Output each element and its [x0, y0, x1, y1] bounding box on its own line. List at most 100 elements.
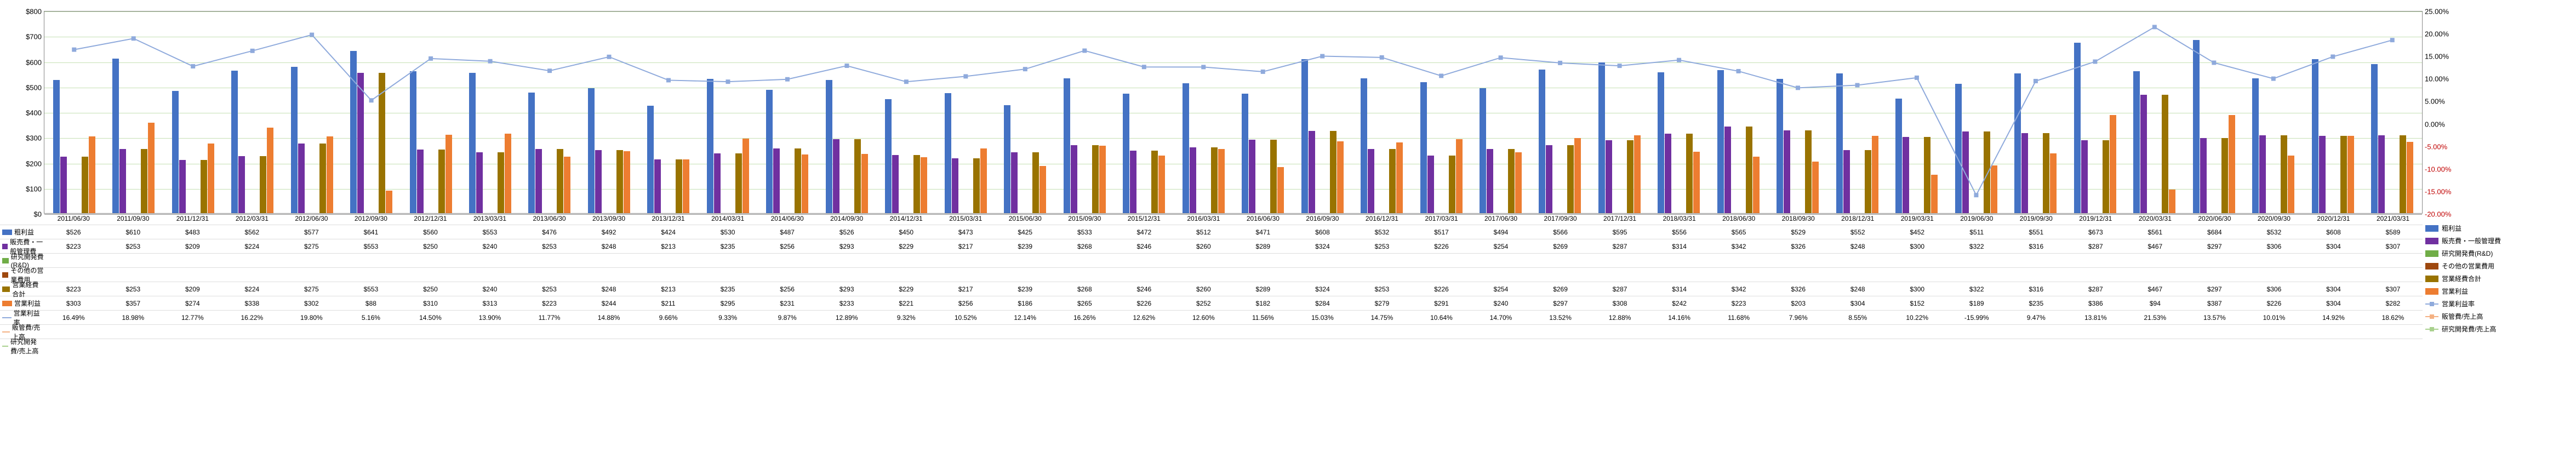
- cell: $304: [1828, 300, 1888, 307]
- cell: 10.01%: [2244, 314, 2304, 322]
- legend-label: 研究開発費/売上高: [2442, 324, 2496, 334]
- cell: $233: [817, 300, 877, 307]
- cell: $324: [1293, 243, 1352, 250]
- bar-sga: [1784, 130, 1790, 213]
- cell: $244: [579, 300, 639, 307]
- cell: $239: [996, 243, 1055, 250]
- bar-opinc: [327, 136, 333, 213]
- cell: $386: [2066, 300, 2126, 307]
- bar-opinc: [802, 154, 808, 213]
- cell: $476: [519, 228, 579, 236]
- legend-swatch: [2425, 303, 2438, 305]
- cell: $308: [1590, 300, 1650, 307]
- bar-opex: [1389, 149, 1396, 213]
- bar-opex: [2400, 135, 2406, 213]
- legend-item: 研究開発費/売上高: [2425, 323, 2573, 335]
- cell: 12.60%: [1174, 314, 1233, 322]
- cell: 14.50%: [401, 314, 460, 322]
- table-row: 研究開発費(R&D): [0, 253, 2423, 267]
- cell: $553: [341, 243, 401, 250]
- period-group: [44, 12, 104, 213]
- cell: $297: [1530, 300, 1590, 307]
- period-group: [2184, 12, 2243, 213]
- bar-gross: [2074, 43, 2081, 213]
- period-group: [401, 12, 460, 213]
- cell: $253: [104, 243, 163, 250]
- period-group: [1055, 12, 1114, 213]
- cell: $316: [2007, 285, 2066, 293]
- cell: 13.81%: [2066, 314, 2126, 322]
- cell: $494: [1471, 228, 1531, 236]
- cell: $226: [1412, 285, 1471, 293]
- cell: $250: [401, 243, 460, 250]
- bar-sga: [714, 153, 721, 213]
- cell: -15.99%: [1947, 314, 2007, 322]
- cell: 7.96%: [1768, 314, 1828, 322]
- bar-gross: [469, 73, 476, 213]
- cell: $387: [2185, 300, 2244, 307]
- cell: $182: [1233, 300, 1293, 307]
- cell: 18.62%: [2363, 314, 2423, 322]
- period-group: [222, 12, 282, 213]
- cell: $246: [1115, 285, 1174, 293]
- cell: $471: [1233, 228, 1293, 236]
- cell: $291: [1412, 300, 1471, 307]
- x-label: 2016/09/30: [1293, 215, 1352, 222]
- bar-opinc: [742, 139, 749, 213]
- bar-sga: [892, 155, 899, 213]
- x-label: 2014/06/30: [757, 215, 817, 222]
- x-label: 2014/12/31: [876, 215, 936, 222]
- x-label: 2015/09/30: [1055, 215, 1115, 222]
- bar-gross: [1539, 70, 1545, 213]
- cell: $342: [1709, 285, 1769, 293]
- cell: $473: [936, 228, 996, 236]
- bar-sga: [119, 149, 126, 213]
- cell: $467: [2126, 243, 2185, 250]
- cell: $552: [1828, 228, 1888, 236]
- row-label-text: 研究開発費/売上高: [10, 337, 44, 356]
- cell: $304: [2304, 285, 2363, 293]
- cell: 9.33%: [698, 314, 758, 322]
- bar-gross: [291, 67, 298, 213]
- cell: $589: [2363, 228, 2423, 236]
- x-label: 2018/09/30: [1768, 215, 1828, 222]
- x-label: 2011/12/31: [163, 215, 222, 222]
- cell: $252: [1174, 300, 1233, 307]
- bar-gross: [1598, 62, 1605, 213]
- period-group: [1946, 12, 2006, 213]
- period-group: [2006, 12, 2065, 213]
- cell: $253: [1352, 285, 1412, 293]
- period-group: [1471, 12, 1530, 213]
- bar-opex: [2281, 135, 2287, 213]
- cell: $269: [1530, 285, 1590, 293]
- bar-opinc: [1812, 162, 1819, 213]
- period-group: [341, 12, 401, 213]
- cell: $240: [460, 285, 520, 293]
- cell: $94: [2126, 300, 2185, 307]
- period-group: [1530, 12, 1590, 213]
- cell: $287: [2066, 243, 2126, 250]
- bar-sga: [595, 150, 602, 213]
- bar-opinc: [1931, 175, 1938, 213]
- cell: $217: [936, 285, 996, 293]
- financial-chart-panel: $0$100$200$300$400$500$600$700$800-20.00…: [0, 0, 2576, 470]
- x-label: 2020/03/31: [2126, 215, 2185, 222]
- x-label: 2012/03/31: [222, 215, 282, 222]
- cell: $300: [1887, 243, 1947, 250]
- table-row: その他の営業費用: [0, 267, 2423, 282]
- bar-gross: [1955, 84, 1962, 213]
- bar-opinc: [267, 128, 273, 213]
- legend-label: 販売費・一般管理費: [2442, 236, 2501, 245]
- legend-swatch: [2425, 329, 2438, 330]
- bar-sga: [1368, 149, 1374, 213]
- cell: $577: [282, 228, 341, 236]
- bar-opex: [557, 149, 563, 213]
- cell: 11.68%: [1709, 314, 1769, 322]
- cell: $248: [1828, 243, 1888, 250]
- cell: $268: [1055, 243, 1115, 250]
- cell: $297: [2185, 285, 2244, 293]
- cell: $235: [2007, 300, 2066, 307]
- bar-opinc: [1099, 146, 1106, 213]
- bar-opinc: [2407, 142, 2413, 213]
- cell: 14.70%: [1471, 314, 1531, 322]
